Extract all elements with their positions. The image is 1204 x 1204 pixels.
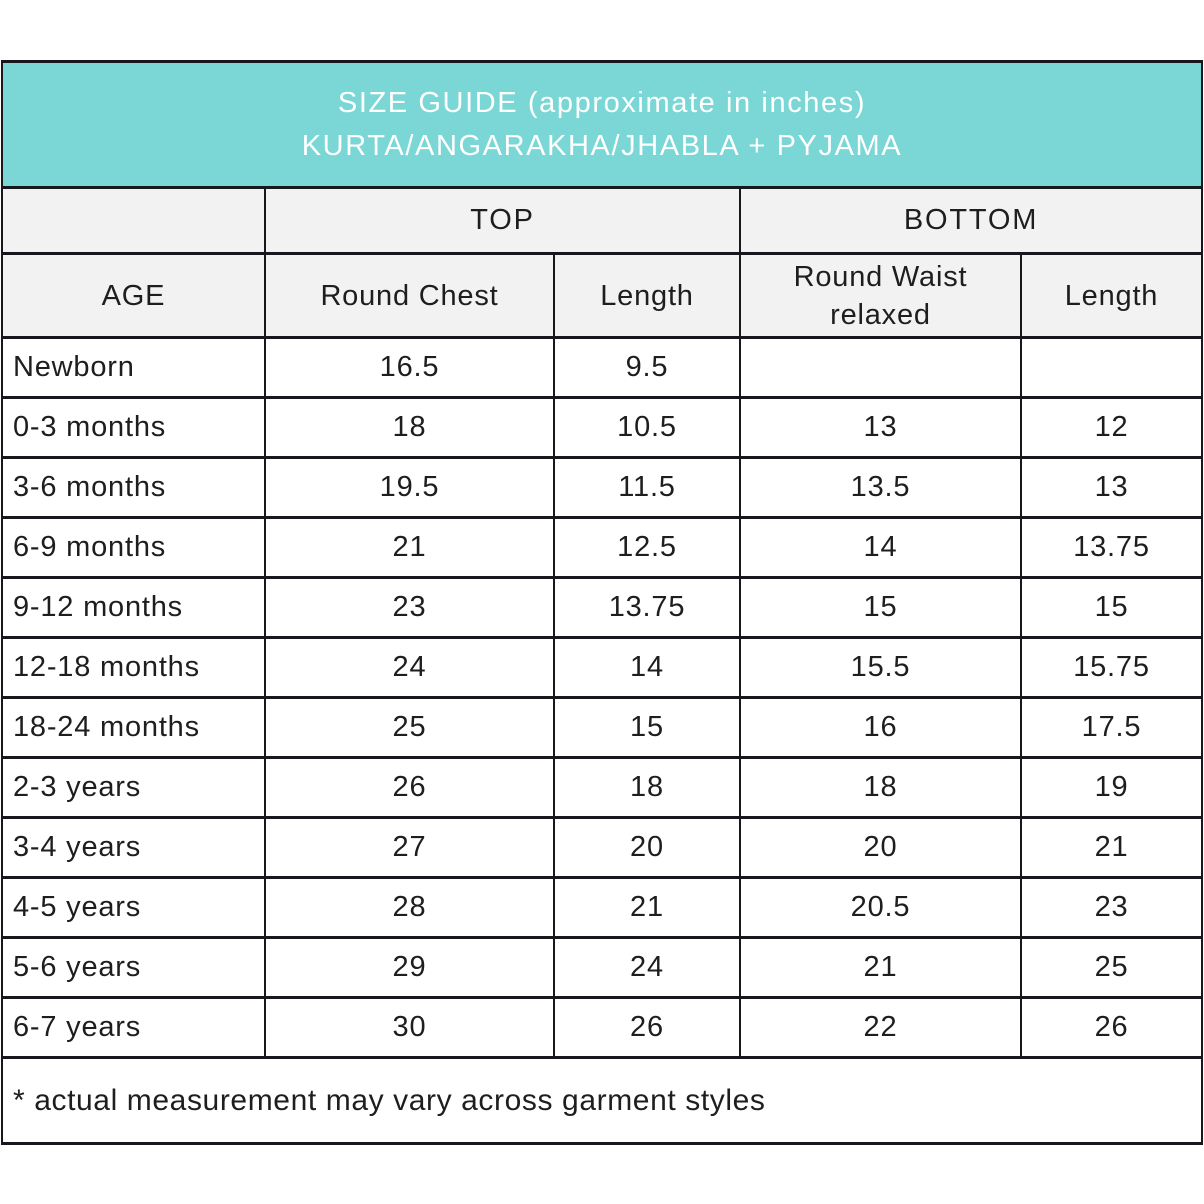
group-header-bottom: BOTTOM (738, 186, 1204, 255)
round-chest-cell: 28 (263, 876, 555, 939)
round-chest-cell: 24 (263, 636, 555, 699)
round-waist-cell: 21 (738, 936, 1022, 999)
bottom-length-cell: 13.75 (1019, 516, 1204, 579)
round-waist-cell: 18 (738, 756, 1022, 819)
column-header-row: AGE Round Chest Length Round Waist relax… (0, 252, 1204, 339)
column-header-top-length: Length (552, 252, 741, 339)
round-waist-cell: 13 (738, 396, 1022, 459)
age-cell: 12-18 months (0, 636, 266, 699)
column-header-round-chest: Round Chest (263, 252, 555, 339)
top-length-cell: 11.5 (552, 456, 741, 519)
round-waist-cell: 15.5 (738, 636, 1022, 699)
column-header-bottom-length: Length (1019, 252, 1204, 339)
table-row: 3-6 months 19.5 11.5 13.5 13 (0, 456, 1204, 519)
top-length-cell: 12.5 (552, 516, 741, 579)
bottom-length-cell: 21 (1019, 816, 1204, 879)
bottom-length-cell: 17.5 (1019, 696, 1204, 759)
top-length-cell: 10.5 (552, 396, 741, 459)
size-guide-table: SIZE GUIDE (approximate in inches) KURTA… (0, 60, 1204, 1145)
column-header-age: AGE (0, 252, 266, 339)
footnote-row: * actual measurement may vary across gar… (0, 1056, 1204, 1145)
round-waist-cell: 20.5 (738, 876, 1022, 939)
age-cell: 4-5 years (0, 876, 266, 939)
round-waist-label: Round Waist relaxed (793, 260, 968, 331)
top-length-cell: 26 (552, 996, 741, 1059)
table-row: 12-18 months 24 14 15.5 15.75 (0, 636, 1204, 699)
age-cell: 2-3 years (0, 756, 266, 819)
bottom-length-cell: 13 (1019, 456, 1204, 519)
round-waist-cell: 16 (738, 696, 1022, 759)
bottom-length-cell: 26 (1019, 996, 1204, 1059)
round-waist-cell: 13.5 (738, 456, 1022, 519)
round-chest-cell: 25 (263, 696, 555, 759)
round-waist-cell: 22 (738, 996, 1022, 1059)
bottom-length-cell: 19 (1019, 756, 1204, 819)
age-cell: 3-4 years (0, 816, 266, 879)
bottom-length-cell (1019, 336, 1204, 399)
group-spacer-cell (0, 186, 266, 255)
table-row: 4-5 years 28 21 20.5 23 (0, 876, 1204, 939)
table-row: 2-3 years 26 18 18 19 (0, 756, 1204, 819)
top-length-cell: 21 (552, 876, 741, 939)
table-row: 3-4 years 27 20 20 21 (0, 816, 1204, 879)
round-waist-cell: 15 (738, 576, 1022, 639)
bottom-length-cell: 15.75 (1019, 636, 1204, 699)
round-chest-cell: 21 (263, 516, 555, 579)
top-length-cell: 13.75 (552, 576, 741, 639)
bottom-length-cell: 15 (1019, 576, 1204, 639)
round-chest-cell: 18 (263, 396, 555, 459)
table-title-band: SIZE GUIDE (approximate in inches) KURTA… (0, 60, 1204, 189)
table-row: Newborn 16.5 9.5 (0, 336, 1204, 399)
round-chest-cell: 29 (263, 936, 555, 999)
table-subtitle: KURTA/ANGARAKHA/JHABLA + PYJAMA (301, 129, 903, 162)
age-cell: 0-3 months (0, 396, 266, 459)
group-header-top: TOP (263, 186, 741, 255)
age-cell: 9-12 months (0, 576, 266, 639)
age-cell: 6-7 years (0, 996, 266, 1059)
top-length-cell: 18 (552, 756, 741, 819)
top-length-cell: 14 (552, 636, 741, 699)
table-row: 5-6 years 29 24 21 25 (0, 936, 1204, 999)
column-header-round-waist: Round Waist relaxed (738, 252, 1022, 339)
round-chest-cell: 26 (263, 756, 555, 819)
top-length-cell: 9.5 (552, 336, 741, 399)
table-title: SIZE GUIDE (approximate in inches) (337, 86, 867, 119)
top-length-cell: 20 (552, 816, 741, 879)
title-row: SIZE GUIDE (approximate in inches) KURTA… (0, 60, 1204, 189)
round-chest-cell: 19.5 (263, 456, 555, 519)
age-cell: 18-24 months (0, 696, 266, 759)
round-chest-cell: 27 (263, 816, 555, 879)
bottom-length-cell: 12 (1019, 396, 1204, 459)
age-cell: 3-6 months (0, 456, 266, 519)
table-row: 9-12 months 23 13.75 15 15 (0, 576, 1204, 639)
table-row: 18-24 months 25 15 16 17.5 (0, 696, 1204, 759)
bottom-length-cell: 25 (1019, 936, 1204, 999)
age-cell: 6-9 months (0, 516, 266, 579)
age-cell: 5-6 years (0, 936, 266, 999)
column-group-row: TOP BOTTOM (0, 186, 1204, 255)
top-length-cell: 24 (552, 936, 741, 999)
round-waist-cell: 14 (738, 516, 1022, 579)
round-chest-cell: 30 (263, 996, 555, 1059)
bottom-length-cell: 23 (1019, 876, 1204, 939)
footnote-text: * actual measurement may vary across gar… (0, 1056, 1204, 1145)
round-waist-cell: 20 (738, 816, 1022, 879)
table-row: 0-3 months 18 10.5 13 12 (0, 396, 1204, 459)
round-waist-cell (738, 336, 1022, 399)
table-row: 6-9 months 21 12.5 14 13.75 (0, 516, 1204, 579)
round-chest-cell: 23 (263, 576, 555, 639)
top-length-cell: 15 (552, 696, 741, 759)
age-cell: Newborn (0, 336, 266, 399)
round-chest-cell: 16.5 (263, 336, 555, 399)
table-row: 6-7 years 30 26 22 26 (0, 996, 1204, 1059)
